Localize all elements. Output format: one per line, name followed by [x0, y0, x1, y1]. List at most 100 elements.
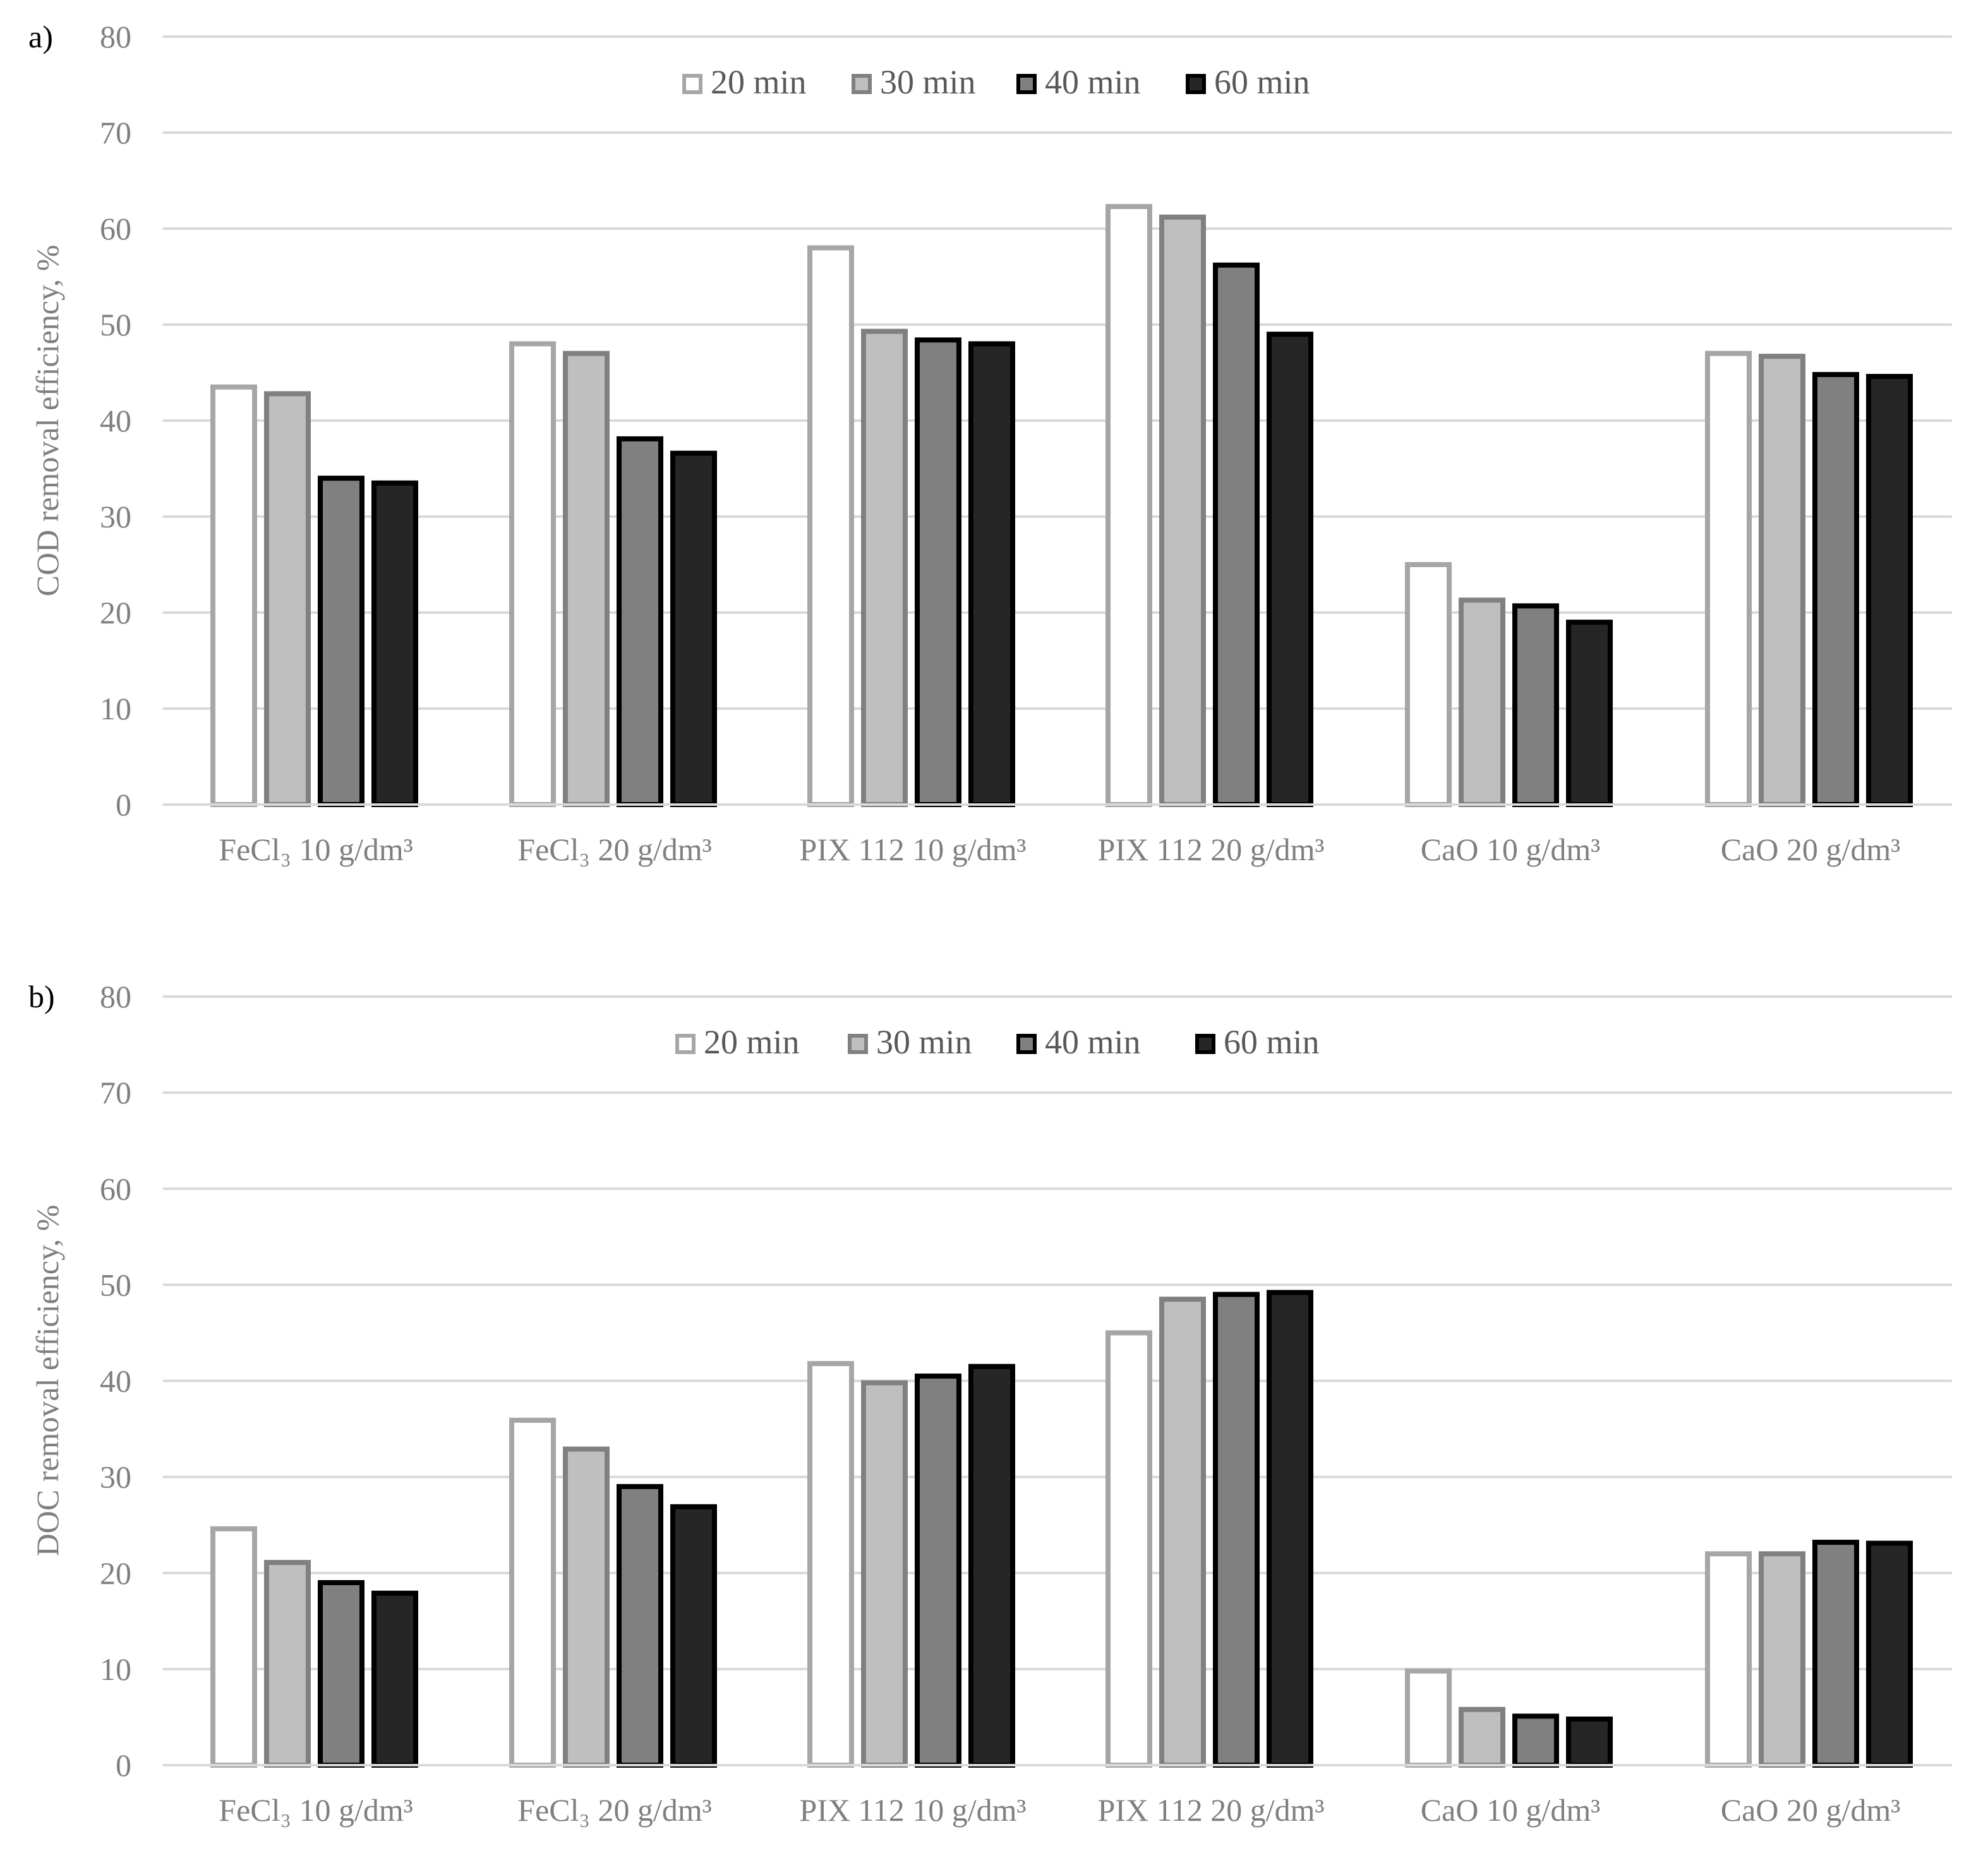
category-label: PIX 112 10 g/dm³ [800, 832, 1027, 867]
y-axis-title: DOC removal efficiency, % [30, 1205, 65, 1557]
bar [1759, 354, 1805, 807]
y-tick-label: 40 [100, 1364, 131, 1399]
bar [1512, 1713, 1559, 1768]
y-tick-label: 50 [100, 307, 131, 342]
y-tick-label: 60 [100, 1171, 131, 1206]
legend-label: 40 min [1045, 63, 1141, 101]
legend-label: 60 min [1224, 1023, 1320, 1061]
category-label: PIX 112 20 g/dm³ [1098, 1792, 1325, 1828]
legend-swatch [682, 74, 702, 94]
bar [1159, 214, 1206, 807]
bar [1105, 1330, 1152, 1768]
y-tick-label: 80 [100, 19, 131, 54]
bar [563, 351, 610, 807]
category-label: FeCl₃ 20 g/dm³ [517, 832, 711, 867]
bar [264, 391, 311, 807]
bar [1866, 374, 1913, 807]
panel-label: a) [28, 19, 53, 54]
bar [915, 1373, 961, 1768]
y-tick-label: 50 [100, 1267, 131, 1302]
y-tick-label: 30 [100, 499, 131, 534]
legend-label: 40 min [1045, 1023, 1141, 1061]
bar [968, 1364, 1015, 1768]
category-label: CaO 20 g/dm³ [1721, 1792, 1900, 1828]
bar [861, 328, 908, 807]
bar [210, 1526, 257, 1768]
bar [318, 476, 364, 807]
bar [509, 341, 556, 807]
bar [1866, 1540, 1913, 1768]
bar [968, 341, 1015, 807]
y-tick-label: 20 [100, 1555, 131, 1591]
bar [807, 1361, 854, 1768]
bar [861, 1380, 908, 1768]
y-tick-label: 20 [100, 595, 131, 630]
bar [509, 1417, 556, 1768]
category-label: PIX 112 20 g/dm³ [1098, 832, 1325, 867]
y-tick-label: 30 [100, 1459, 131, 1495]
category-label: FeCl₃ 20 g/dm³ [517, 1792, 711, 1828]
y-tick-label: 10 [100, 1651, 131, 1687]
bar [1459, 597, 1505, 807]
legend-label: 30 min [880, 63, 976, 101]
bar [1213, 262, 1260, 807]
category-label: CaO 10 g/dm³ [1421, 1792, 1600, 1828]
bar [1267, 1290, 1313, 1768]
bar [1812, 1540, 1859, 1768]
bar [371, 480, 418, 807]
bar [371, 1590, 418, 1768]
bar [617, 1483, 663, 1768]
legend-label: 20 min [711, 63, 807, 101]
legend-swatch [1016, 74, 1037, 94]
bar [1459, 1706, 1505, 1768]
bar [1566, 620, 1613, 807]
legend-swatch [1186, 74, 1206, 94]
y-axis-title: COD removal efficiency, % [30, 245, 65, 597]
bar [670, 450, 717, 807]
bar [1405, 562, 1452, 807]
legend-swatch [848, 1034, 868, 1054]
legend-swatch [675, 1034, 696, 1054]
bar [1705, 351, 1752, 807]
bar [264, 1560, 311, 1768]
y-tick-label: 70 [100, 1075, 131, 1110]
y-tick-label: 80 [100, 979, 131, 1014]
y-tick-label: 40 [100, 403, 131, 438]
y-tick-label: 10 [100, 691, 131, 726]
bar [915, 337, 961, 807]
category-label: PIX 112 10 g/dm³ [800, 1792, 1027, 1828]
legend-swatch [852, 74, 872, 94]
bar [1105, 204, 1152, 808]
category-label: FeCl₃ 10 g/dm³ [219, 1792, 413, 1828]
legend-swatch [1016, 1034, 1037, 1054]
bar [563, 1446, 610, 1768]
bar [318, 1579, 364, 1768]
y-tick-label: 0 [116, 787, 131, 822]
bar [1512, 603, 1559, 807]
y-tick-label: 60 [100, 211, 131, 246]
bar [1159, 1297, 1206, 1768]
bar [1566, 1716, 1613, 1768]
category-label: CaO 20 g/dm³ [1721, 832, 1900, 867]
bar [807, 245, 854, 807]
bar [617, 436, 663, 807]
chart-panel-a: 0 10 20 30 40 50 60 70 80 FeCl₃ 10 g/dm³ FeCl₃ 20 … [28, 19, 1952, 867]
y-tick-label: 70 [100, 115, 131, 150]
chart-panel-b: 0 10 20 30 40 50 60 70 80 FeCl₃ 10 g/dm³ FeCl₃ 20 … [28, 979, 1952, 1828]
bar [1213, 1292, 1260, 1768]
panel-label: b) [28, 979, 55, 1014]
bar [1405, 1668, 1452, 1768]
bar [1759, 1551, 1805, 1768]
legend-label: 60 min [1214, 63, 1310, 101]
y-tick-label: 0 [116, 1747, 131, 1783]
bar [1812, 372, 1859, 807]
legend-label: 20 min [704, 1023, 800, 1061]
bar [670, 1504, 717, 1768]
legend-swatch [1195, 1034, 1215, 1054]
bar [1705, 1551, 1752, 1768]
bar [1267, 332, 1313, 807]
bar [210, 384, 257, 807]
legend-label: 30 min [876, 1023, 972, 1061]
category-label: FeCl₃ 10 g/dm³ [219, 832, 413, 867]
